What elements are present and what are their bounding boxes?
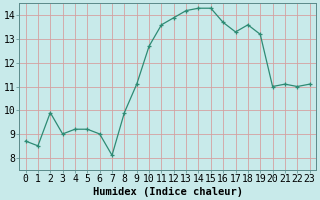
X-axis label: Humidex (Indice chaleur): Humidex (Indice chaleur) [92, 186, 243, 197]
